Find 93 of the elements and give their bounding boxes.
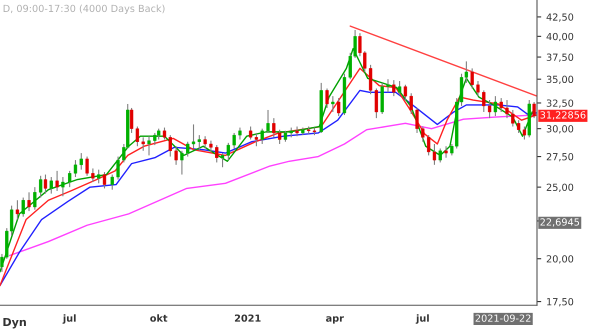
- candlestick: [102, 172, 106, 189]
- text: Dyn: [3, 318, 26, 328]
- candlestick: [426, 134, 430, 156]
- candlestick: [61, 176, 65, 197]
- candlestick: [209, 140, 213, 152]
- candlestick: [272, 118, 276, 138]
- candlestick: [476, 80, 480, 97]
- candlestick: [290, 127, 293, 138]
- candlestick: [386, 78, 390, 93]
- candlestick: [438, 148, 442, 164]
- chart-title: D, 09:00-17:30 (4000 Days Back): [4, 4, 165, 14]
- candlestick: [91, 168, 95, 183]
- candlestick: [404, 84, 408, 101]
- candlestick: [226, 142, 230, 161]
- candlestick: [421, 126, 424, 142]
- candlestick: [325, 88, 329, 108]
- y-tick-label: 20,00: [546, 255, 574, 264]
- candlestick: [266, 109, 270, 134]
- candlestick: [522, 126, 526, 140]
- candlestick: [398, 80, 402, 96]
- candlestick: [238, 127, 242, 140]
- x-tick-label: jul: [62, 314, 76, 324]
- y-tick-label: 17,50: [547, 298, 574, 306]
- y-tick-label: 35,00: [546, 76, 574, 84]
- candlestick: [44, 174, 48, 194]
- x-tick-label: 2021-09-22: [476, 314, 530, 322]
- candlestick: [153, 132, 156, 146]
- candlestick: [482, 90, 486, 113]
- candlestick: [16, 200, 20, 220]
- candlestick: [500, 98, 503, 113]
- candlestick: [198, 134, 201, 152]
- candlestick: [220, 152, 224, 168]
- candlestick: [368, 64, 372, 95]
- candlestick: [80, 152, 83, 170]
- candlestick: [374, 88, 378, 119]
- x-tick-label: okt: [150, 314, 168, 322]
- candlestick: [142, 136, 145, 152]
- x-tick-label: apr: [326, 316, 344, 324]
- candlestick: [505, 99, 509, 119]
- y-tick-label: 37,50: [546, 54, 574, 62]
- candlestick: [68, 170, 72, 188]
- candlestick: [97, 169, 100, 184]
- annotation: 31,22856: [540, 111, 586, 120]
- candlestick: [110, 174, 114, 190]
- candlestick: [444, 146, 448, 158]
- candlestick: [331, 96, 335, 113]
- y-tick-label: 30,00: [546, 125, 574, 134]
- candlestick: [174, 146, 178, 166]
- text: 22,6945: [540, 218, 580, 227]
- candlestick: [278, 129, 282, 145]
- candlestick: [192, 124, 196, 150]
- y-tick-label: 27,50: [546, 153, 574, 162]
- candlestick: [415, 107, 419, 134]
- candlestick: [410, 92, 413, 115]
- candlestick: [470, 68, 474, 90]
- y-tick-label: 42,50: [546, 13, 574, 22]
- candlestick: [494, 96, 498, 117]
- candlestick: [180, 150, 184, 176]
- candlestick: [33, 186, 36, 210]
- candlestick: [27, 192, 31, 212]
- candlestick: [511, 109, 514, 128]
- candlestick: [116, 156, 120, 180]
- candlestick: [516, 120, 520, 134]
- candlestick: [50, 176, 53, 194]
- candlestick: [130, 107, 134, 134]
- candlestick: [392, 80, 396, 97]
- y-tick-label: 32,50: [546, 99, 574, 108]
- y-tick-label: 25,00: [546, 184, 574, 192]
- candlestick: [74, 160, 78, 178]
- x-tick-label: 2021: [234, 314, 261, 322]
- candlestick: [254, 132, 258, 147]
- candlestick: [55, 170, 59, 192]
- candlestick: [203, 136, 207, 150]
- candlestick: [284, 130, 288, 142]
- candlestick: [168, 134, 172, 158]
- candlestick: [488, 99, 492, 119]
- candlestick: [162, 127, 166, 140]
- candlestick: [295, 126, 299, 137]
- candlestick: [260, 128, 264, 145]
- candlestick: [248, 126, 252, 140]
- candlestick: [85, 156, 89, 176]
- candlestick: [38, 175, 42, 198]
- candlestick: [532, 101, 536, 119]
- candlestick: [336, 98, 340, 117]
- x-tick-label: jul: [416, 314, 429, 324]
- candlestick: [136, 126, 140, 147]
- y-tick-label: 40,00: [546, 32, 574, 42]
- candlestick: [432, 143, 436, 166]
- candlestick: [147, 136, 151, 156]
- candlestick: [186, 141, 190, 158]
- candlestick: [232, 132, 236, 150]
- candlestick: [215, 144, 218, 164]
- candlestick: [22, 197, 25, 218]
